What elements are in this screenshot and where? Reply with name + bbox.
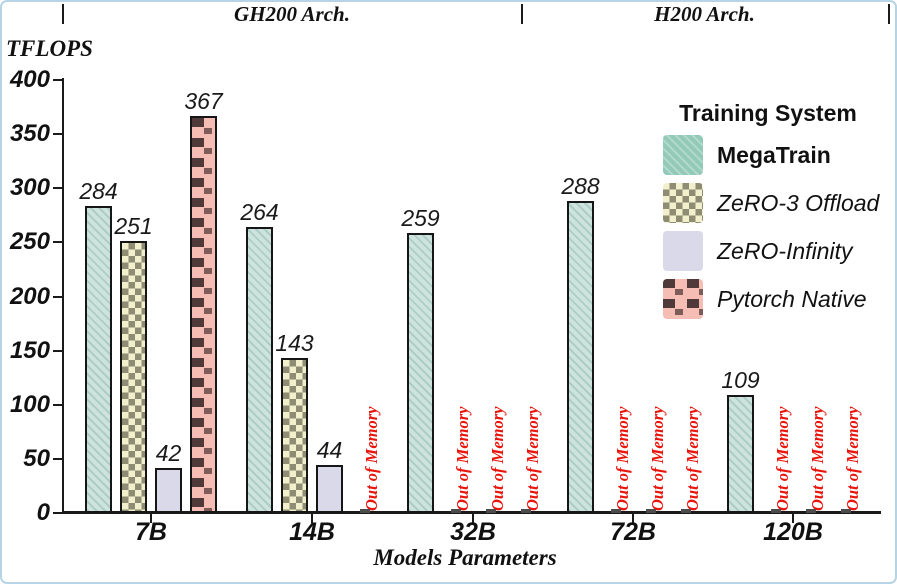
y-tick-300 [53,187,63,190]
oom-label-zero-3-offload-120b: Out of Memory [772,406,792,512]
bar-pytorch-native-7b [190,116,217,513]
oom-label-pytorch-native-72b: Out of Memory [682,406,702,512]
oom-label-pytorch-native-120b: Out of Memory [842,406,862,512]
y-tick-label-300: 300 [9,174,50,202]
bar-megatrain-72b [567,201,594,513]
x-tick-32B [472,512,474,523]
x-tick-label-7B: 7B [135,518,167,546]
oom-label-zero-infinity-120b: Out of Memory [807,406,827,512]
zero-bar-zero-infinity-32b [485,509,496,513]
legend-label-1: ZeRO-3 Offload [717,189,880,216]
y-tick-label-250: 250 [9,228,50,256]
section-label-h200: H200 Arch. [654,2,755,26]
y-tick-350 [53,133,63,136]
x-axis-title: Models Parameters [373,545,557,570]
bar-value-zero-3-offload-7b: 251 [114,213,153,239]
legend-label-0: MegaTrain [717,141,831,168]
y-tick-label-200: 200 [9,282,50,310]
zero-bar-zero-infinity-120b [805,509,816,513]
bar-megatrain-120b [727,395,754,513]
zero-bar-zero-infinity-72b [645,509,656,513]
bar-value-megatrain-7b: 284 [79,178,118,204]
legend-swatch-0 [663,135,703,175]
zero-bar-pytorch-native-14b [359,509,370,513]
oom-label-pytorch-native-32b: Out of Memory [522,406,542,512]
zero-bar-zero-3-offload-32b [450,509,461,513]
y-tick-250 [53,241,63,244]
x-tick-120B [792,512,794,523]
oom-label-pytorch-native-14b: Out of Memory [361,406,381,512]
legend: Training System MegaTrain ZeRO-3 Offload Z… [663,100,897,319]
bar-value-megatrain-14b: 264 [240,199,279,225]
legend-items: MegaTrain ZeRO-3 Offload ZeRO-Infinity Pyto… [663,135,897,319]
oom-label-zero-infinity-72b: Out of Memory [647,406,667,512]
legend-label-2: ZeRO-Infinity [717,237,853,264]
x-tick-label-120B: 120B [763,518,823,546]
zero-bar-zero-3-offload-120b [770,509,781,513]
bar-megatrain-32b [407,233,434,513]
y-tick-200 [53,295,63,298]
zero-bar-pytorch-native-32b [520,509,531,513]
bar-value-pytorch-native-7b: 367 [184,88,223,114]
y-tick-100 [53,403,63,406]
bar-zero-infinity-7b [155,468,182,513]
y-tick-label-150: 150 [9,336,50,364]
oom-label-zero-3-offload-32b: Out of Memory [452,406,472,512]
bar-zero-infinity-14b [316,465,343,513]
x-tick-14B [311,512,313,523]
bar-megatrain-7b [85,206,112,513]
bar-value-zero-infinity-14b: 44 [316,437,343,463]
x-axis-line [62,511,881,514]
x-tick-72B [632,512,634,523]
x-tick-label-72B: 72B [610,518,656,546]
bar-value-megatrain-32b: 259 [401,205,440,231]
x-tick-label-32B: 32B [450,518,496,546]
y-tick-400 [53,79,63,81]
bar-value-zero-infinity-7b: 42 [155,440,182,466]
y-tick-label-100: 100 [9,390,50,418]
legend-item-zero-3-offload: ZeRO-3 Offload [663,183,897,223]
legend-item-zero-infinity: ZeRO-Infinity [663,231,897,271]
x-tick-label-14B: 14B [289,518,335,546]
legend-title: Training System [679,100,857,126]
y-tick-150 [53,349,63,352]
y-tick-50 [53,457,63,460]
legend-label-3: Pytorch Native [717,285,867,312]
oom-label-zero-infinity-32b: Out of Memory [487,406,507,512]
bar-value-zero-3-offload-14b: 143 [275,330,314,356]
section-tick-middle [521,4,523,24]
legend-item-pytorch-native: Pytorch Native [663,279,897,319]
section-tick-right [888,4,890,24]
section-label-gh200: GH200 Arch. [234,2,350,26]
y-axis-line [62,78,64,514]
legend-swatch-1 [663,183,703,223]
bar-megatrain-14b [246,227,273,513]
y-tick-0 [53,512,63,514]
legend-swatch-3 [663,279,703,319]
bar-zero-3-offload-7b [120,241,147,513]
y-tick-label-350: 350 [9,120,50,148]
y-tick-label-0: 0 [36,499,50,526]
y-tick-label-400: 400 [9,66,50,93]
y-axis-title: TFLOPS [6,36,93,61]
bar-value-megatrain-120b: 109 [721,367,760,393]
bar-zero-3-offload-14b [281,358,308,513]
zero-bar-pytorch-native-72b [680,509,691,513]
bar-value-megatrain-72b: 288 [561,173,600,199]
y-tick-label-50: 50 [23,444,50,472]
section-tick-left [62,4,64,24]
zero-bar-pytorch-native-120b [840,509,851,513]
legend-swatch-2 [663,231,703,271]
legend-item-megatrain: MegaTrain [663,135,897,175]
zero-bar-zero-3-offload-72b [610,509,621,513]
oom-label-zero-3-offload-72b: Out of Memory [612,406,632,512]
x-tick-7B [150,512,152,523]
